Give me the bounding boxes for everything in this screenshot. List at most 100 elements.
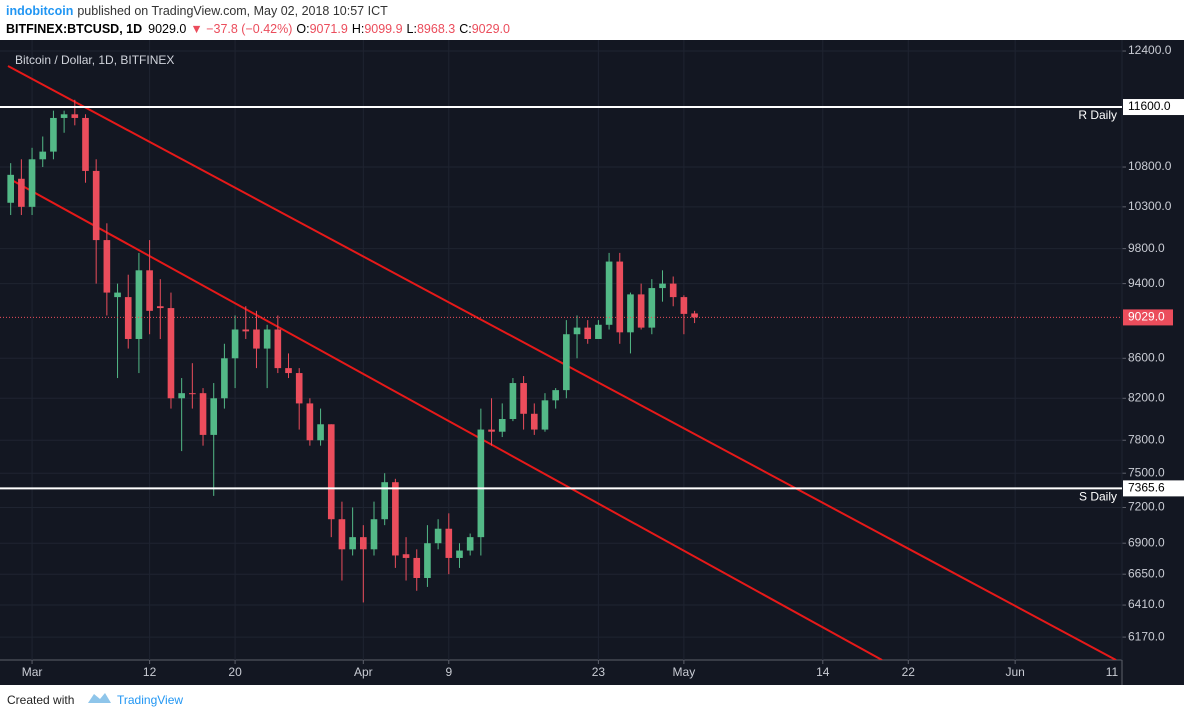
candle-body [60,114,68,118]
author: indobitcoin [6,4,73,18]
candle-body [338,519,346,550]
y-tick-label: 6900.0 [1128,535,1165,549]
header-bg [0,0,1184,40]
candle-body [456,550,463,558]
candle-body [189,393,196,395]
level-label: 7365.6 [1128,481,1165,495]
y-tick-label: 6410.0 [1128,597,1165,611]
candle-body [530,413,538,430]
chart-title: Bitcoin / Dollar, 1D, BITFINEX [15,53,174,67]
level-label-bg [1123,480,1184,497]
candle-body [434,528,442,544]
candle-body [263,329,271,349]
candle-body [413,557,421,578]
chart-bg [0,40,1184,685]
ohlc-value: 9099.9 [364,22,402,36]
candle-body [317,424,324,441]
x-tick-label: 9 [445,665,452,679]
candle-body [605,261,613,325]
y-tick-label: 6650.0 [1128,566,1165,580]
candle-body [92,170,100,241]
ohlc-value: 9071.9 [310,22,348,36]
y-tick-label: 7800.0 [1128,432,1165,446]
candle-body [648,288,656,328]
x-tick-label: May [673,665,696,679]
candle-body [488,429,495,432]
candle-body [242,329,250,332]
candle-body [659,283,666,289]
candles [7,99,698,603]
last-price-bg [1123,309,1173,326]
candle-body [402,554,410,558]
candle-body [627,294,634,333]
ohlc-key: C: [459,22,472,36]
ohlc-key: O: [296,22,309,36]
candle-body [178,393,185,399]
candle-body [199,393,207,435]
ohlc-value: 9029.0 [472,22,510,36]
candle-body [221,358,228,399]
level-label-bg [1123,99,1184,116]
level-label: 11600.0 [1128,99,1171,113]
candle-body [285,368,292,374]
candle-body [71,114,79,118]
candle-body [103,240,111,293]
candle-body [210,398,218,435]
footer-brand[interactable]: TradingView [117,693,183,707]
y-tick-label: 7500.0 [1128,465,1165,479]
candle-body [691,313,698,318]
candle-body [18,178,25,207]
x-tick-label: Apr [354,665,373,679]
y-tick-label: 9800.0 [1128,241,1165,255]
y-tick-label: 8200.0 [1128,390,1165,404]
ohlc-value: 8968.3 [417,22,455,36]
ohlc-key: H: [352,22,365,36]
candle-body [28,159,36,207]
candle-body [466,537,474,551]
grid: 6170.0 6410.0 6650.0 6900.0 7200.0 7500.0 7800… [0,40,1172,679]
price: 9029.0 [148,22,186,36]
tv-logo [88,693,111,703]
candle-body [616,261,624,333]
trend-line [7,65,1117,660]
x-tick-label: Mar [22,665,43,679]
candle-body [370,519,378,550]
symbol: BITFINEX:BTCUSD, 1D [6,22,142,36]
candle-body [392,482,399,556]
y-tick-label: 7200.0 [1128,500,1165,514]
y-tick-label: 10300.0 [1128,199,1172,213]
candle-body [680,297,688,314]
candle-body [274,329,282,369]
candle-body [7,174,14,203]
overlay: R Daily 11600.0 S Daily 7365.6 9029.0 [0,99,1184,504]
candle-body [253,329,260,349]
drawings [7,65,1117,660]
candle-body [327,424,335,520]
candle-body [82,117,89,171]
header-line: indobitcoin published on TradingView.com,… [6,4,388,18]
level-name: S Daily [1079,490,1117,504]
candle-body [381,482,388,520]
x-tick-label: 12 [143,665,157,679]
candle-body [424,543,431,578]
level-name: R Daily [1078,108,1117,122]
candle-body [306,403,314,441]
published: published on TradingView.com, May 02, 20… [77,4,388,18]
candle-body [124,297,132,339]
x-tick-label: 22 [902,665,916,679]
ohlc-key: L: [407,22,417,36]
y-tick-label: 12400.0 [1128,43,1172,57]
candle-body [477,429,485,538]
candle-body [231,329,239,359]
candle-body [509,383,517,420]
candle-body [167,308,175,399]
candle-body [114,292,121,298]
y-tick-label: 6170.0 [1128,629,1165,643]
candle-body [295,373,303,404]
candle-body [669,283,677,298]
candle-body [360,537,367,550]
candle-body [573,327,581,335]
candle-body [595,324,602,339]
candle-body [637,294,645,328]
